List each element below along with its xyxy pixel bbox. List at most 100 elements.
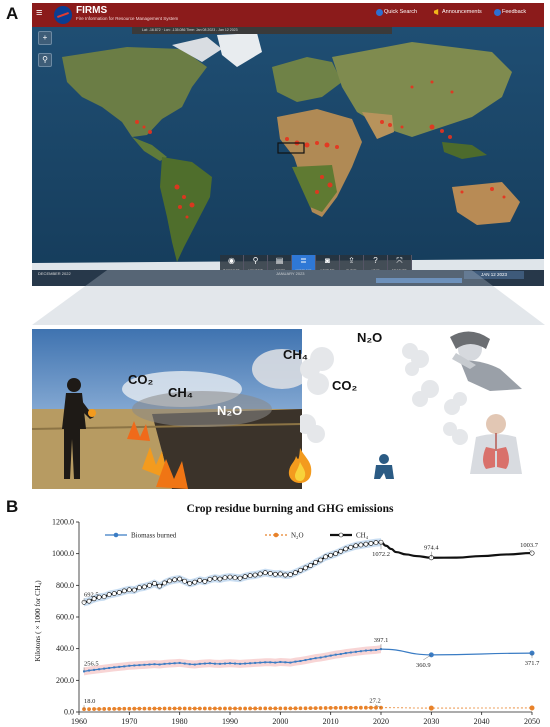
data-label: 692.5	[84, 591, 99, 598]
series-point-0	[143, 663, 146, 666]
tool-icon: ?	[373, 256, 378, 265]
tool-icon: ⚲	[252, 256, 259, 265]
chart-lines	[81, 539, 535, 712]
tool-icon: ≣	[300, 256, 307, 265]
series-point-0	[128, 664, 131, 667]
series-point-0	[148, 663, 151, 666]
series-point-1	[112, 706, 117, 711]
location-pin-icon[interactable]: ⚲	[38, 53, 52, 67]
x-tick-label: 2040	[474, 717, 490, 726]
series-point-0	[304, 659, 307, 662]
announcements-button[interactable]: Announcements	[442, 9, 482, 15]
series-point-1	[248, 706, 253, 711]
timeline-bar[interactable]: DECEMBER 2022 JANUARY 2023 JAN 12 2023	[32, 270, 544, 286]
y-tick-label: 600.0	[56, 613, 74, 622]
series-point-2	[101, 594, 107, 600]
series-point-2	[121, 588, 127, 594]
series-point-2	[282, 572, 288, 578]
legend-swatch-marker	[273, 532, 279, 538]
series-point-0	[193, 663, 196, 666]
feedback-button[interactable]: Feedback	[502, 9, 527, 15]
menu-icon[interactable]: ≡	[36, 7, 43, 19]
legend-label: N₂O	[291, 532, 304, 540]
y-tick-label: 1000.0	[52, 549, 74, 558]
timeline-date[interactable]: JAN 12 2023	[464, 271, 524, 279]
series-point-2	[157, 583, 162, 589]
series-point-1	[243, 706, 248, 711]
series-point-1	[228, 706, 232, 711]
health-effects-illustration	[300, 331, 522, 479]
series-point-1	[192, 706, 197, 711]
series-point-0	[359, 650, 362, 653]
series-point-0	[118, 665, 121, 668]
feedback-icon[interactable]	[494, 9, 501, 16]
series-point-0	[380, 648, 382, 651]
label-leader	[423, 654, 432, 661]
series-point-2	[192, 579, 198, 585]
x-tick-label: 2050	[524, 717, 540, 726]
series-point-0	[239, 662, 242, 665]
series-point-1	[293, 706, 298, 711]
series-point-2	[338, 548, 344, 554]
world-map[interactable]	[32, 27, 544, 270]
series-point-1	[428, 705, 434, 711]
gas-label-ch4-b: CH₄	[283, 347, 308, 362]
series-point-1	[142, 706, 147, 711]
search-icon[interactable]	[376, 9, 383, 16]
series-point-2	[172, 577, 178, 583]
series-point-2	[333, 551, 339, 557]
data-label: 360.9	[416, 662, 431, 669]
series-projection-0	[380, 648, 533, 656]
series-point-2	[167, 578, 172, 584]
series-point-1	[338, 705, 343, 710]
series-point-0	[113, 666, 116, 669]
series-point-2	[131, 587, 137, 593]
emissions-line-chart: Crop residue burning and GHG emissions K…	[33, 503, 540, 727]
series-point-2	[217, 576, 223, 582]
series-point-2	[323, 554, 329, 560]
quick-search-button[interactable]: Quick Search	[384, 9, 418, 15]
series-point-2	[343, 546, 349, 552]
series-point-2	[358, 542, 364, 548]
series-point-2	[207, 576, 213, 582]
series-point-1	[374, 705, 378, 710]
series-point-1	[328, 706, 333, 710]
legend-label: Biomass burned	[131, 532, 177, 540]
series-point-1	[182, 706, 187, 711]
series-point-0	[254, 661, 257, 664]
chart-bands	[84, 538, 382, 676]
zoom-in-button[interactable]: +	[38, 31, 52, 45]
series-point-0	[163, 662, 166, 665]
series-point-2	[96, 594, 102, 600]
app-subtitle: Fire Information for Resource Management…	[76, 16, 179, 21]
series-point-2	[202, 578, 208, 584]
series-point-1	[268, 706, 273, 711]
series-point-1	[529, 705, 535, 711]
series-point-0	[284, 661, 287, 664]
series-point-2	[298, 567, 303, 573]
tool-icon: ◉	[228, 256, 235, 265]
series-point-2	[182, 578, 188, 584]
series-point-1	[348, 705, 353, 710]
series-point-1	[207, 706, 212, 711]
series-point-0	[123, 665, 126, 668]
series-point-0	[374, 648, 377, 651]
series-point-1	[187, 706, 192, 711]
series-point-1	[308, 706, 313, 711]
series-point-1	[92, 707, 97, 711]
timeline-selection[interactable]	[376, 278, 462, 283]
series-point-0	[274, 661, 277, 664]
series-point-1	[238, 706, 242, 711]
gas-label-ch4-a: CH₄	[168, 385, 193, 400]
series-point-2	[328, 552, 334, 558]
series-point-1	[127, 706, 132, 711]
series-point-2	[272, 571, 278, 577]
chart-axes: 0.0 200.0 400.0 600.0 800.0 1000.0 1200.0 1960 1…	[52, 518, 540, 727]
series-point-2	[136, 585, 142, 591]
series-point-0	[309, 658, 312, 661]
megaphone-icon[interactable]	[434, 9, 439, 15]
y-tick-label: 400.0	[56, 644, 74, 653]
series-point-1	[202, 706, 207, 711]
series-point-2	[373, 540, 379, 545]
data-label: 397.1	[374, 637, 389, 644]
